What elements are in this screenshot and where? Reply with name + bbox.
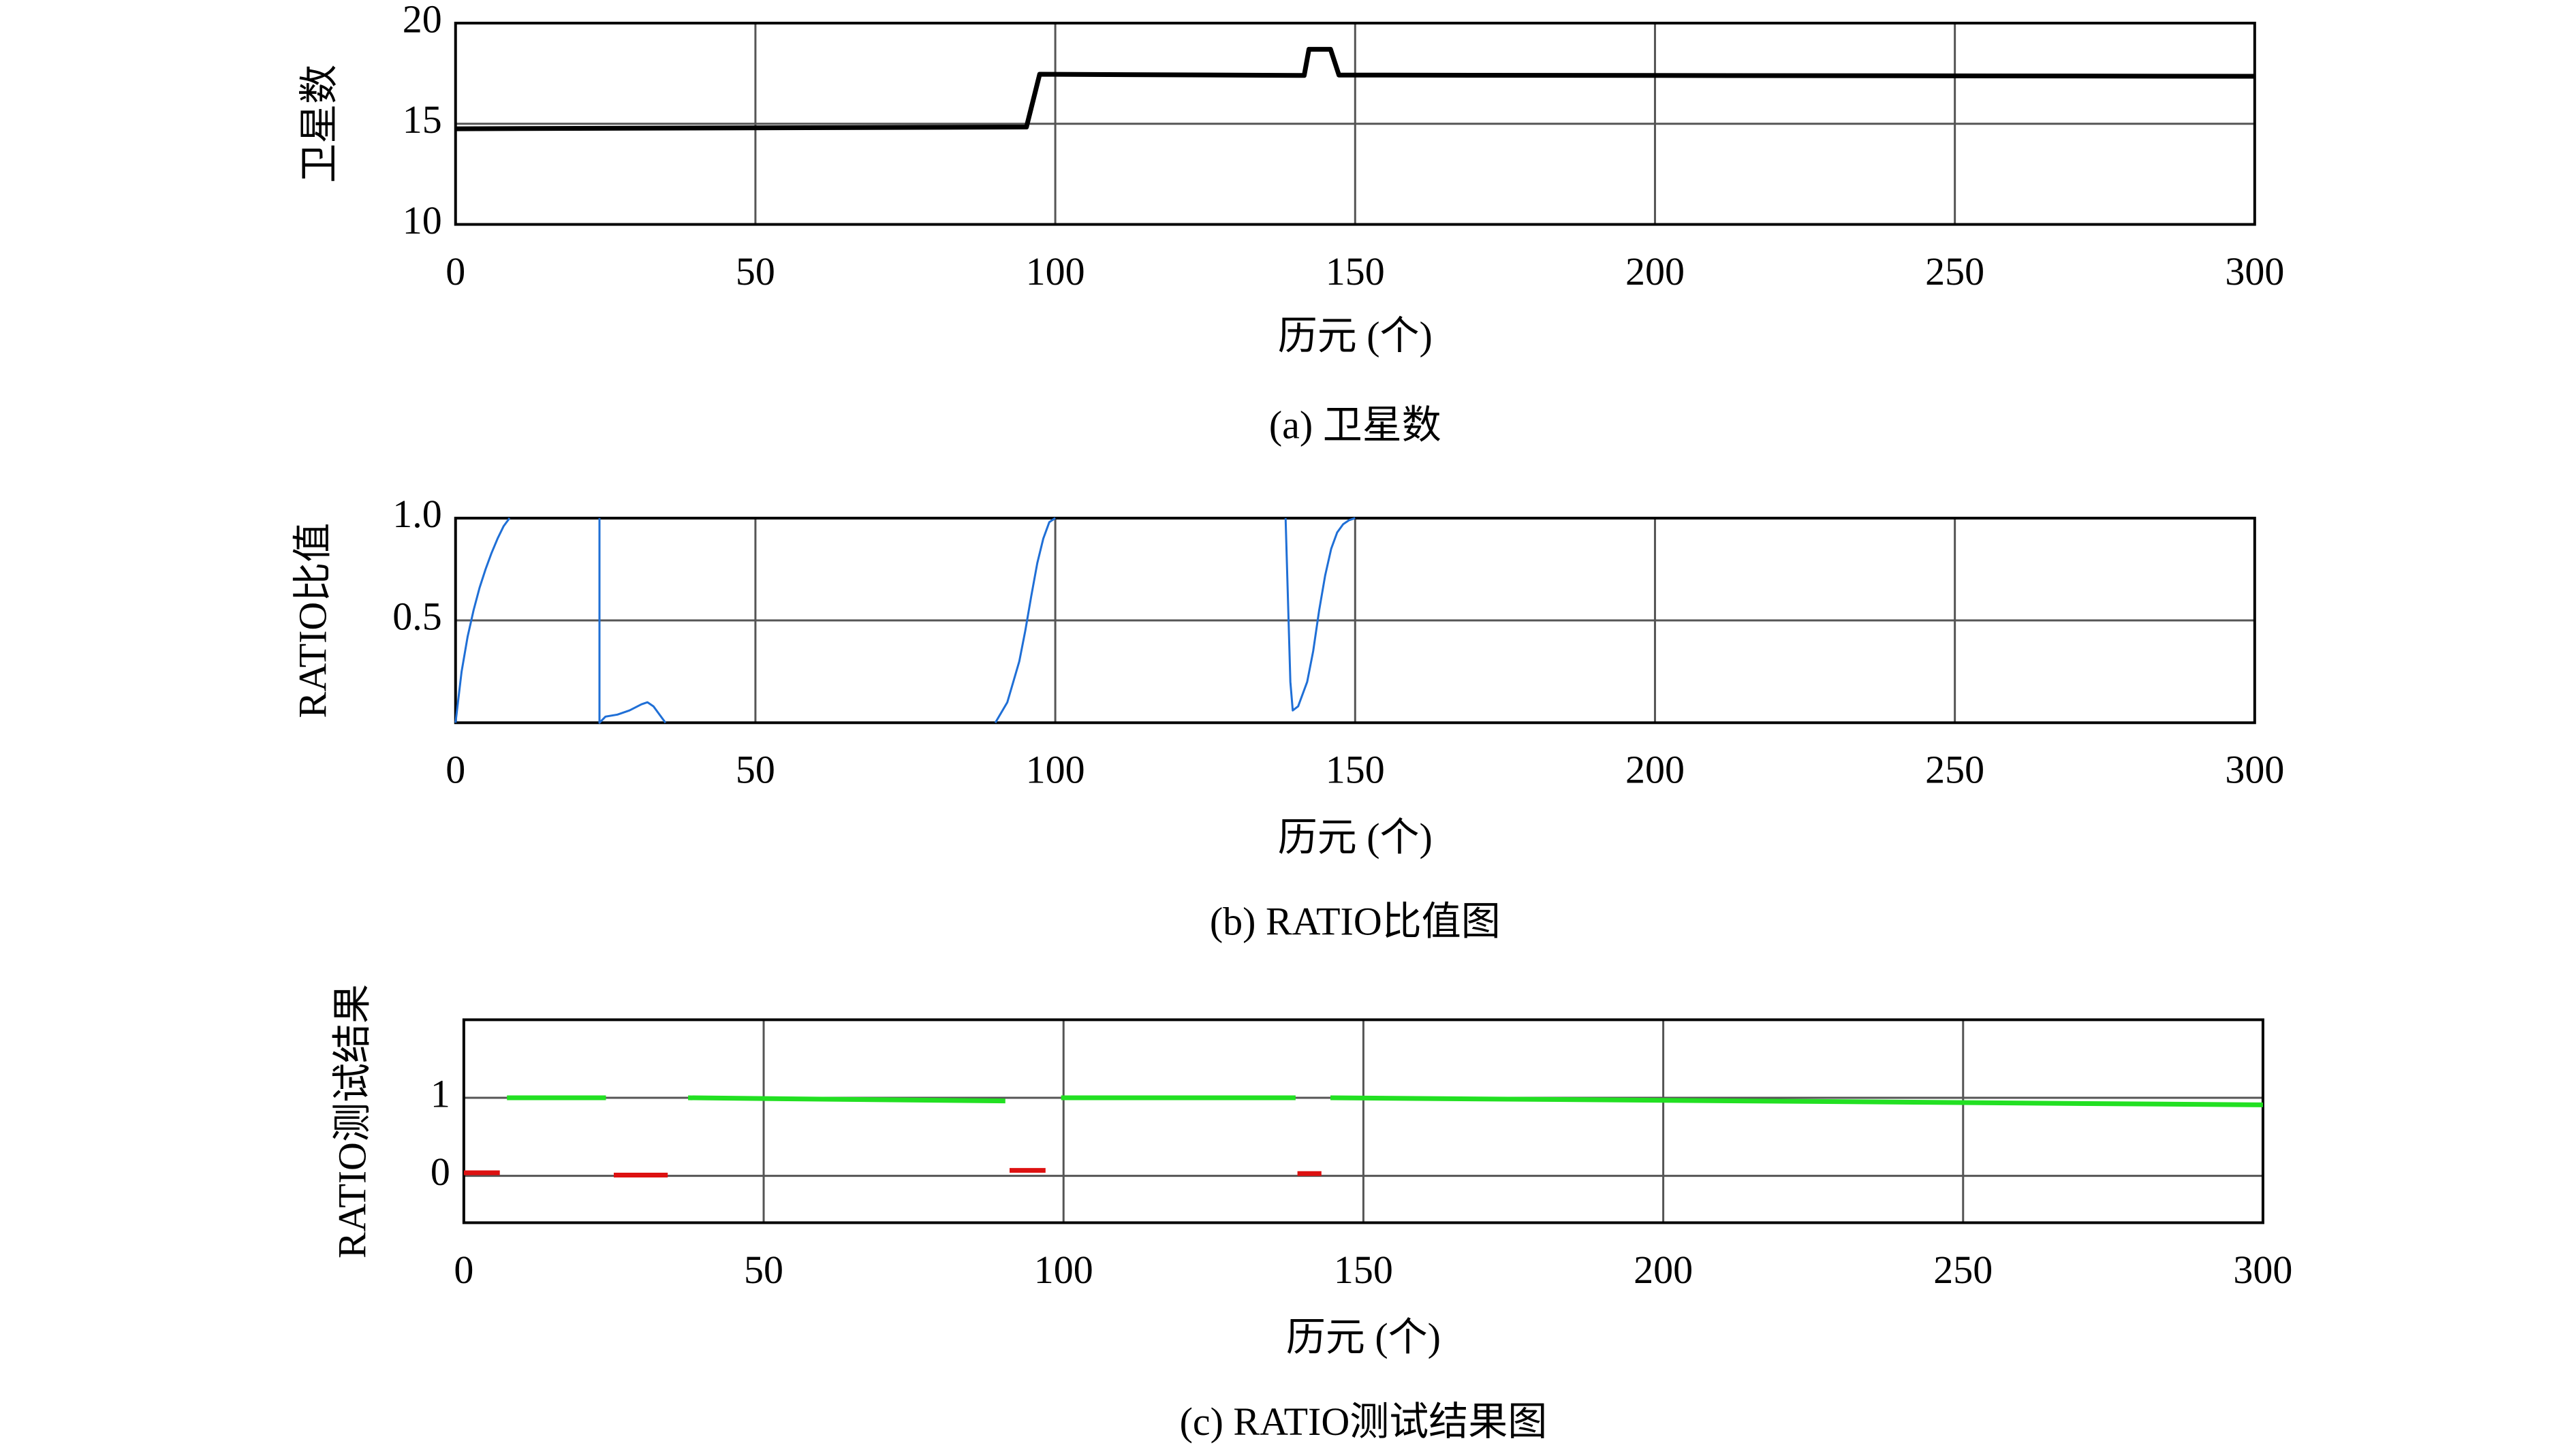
x-tick-label: 250 xyxy=(1925,748,1984,792)
y-tick-label: 0.5 xyxy=(392,594,442,638)
y-axis-label: RATIO测试结果 xyxy=(330,984,375,1259)
y-axis-label: 卫星数 xyxy=(297,65,341,183)
x-tick-label: 50 xyxy=(736,249,775,294)
y-tick-label: 1.0 xyxy=(392,492,442,536)
x-tick-label: 250 xyxy=(1933,1248,1993,1292)
x-axis-label: 历元 (个) xyxy=(1286,1315,1441,1359)
y-tick-label: 15 xyxy=(403,97,442,142)
caption: (b) RATIO比值图 xyxy=(1210,900,1501,944)
data-line xyxy=(507,1095,2263,1107)
x-tick-label: 200 xyxy=(1625,748,1685,792)
plot-frame xyxy=(462,1018,2264,1224)
x-tick-label: 100 xyxy=(1034,1248,1093,1292)
x-tick-label: 50 xyxy=(744,1248,783,1292)
plot-frame xyxy=(454,21,2256,226)
x-tick-label: 300 xyxy=(2225,249,2284,294)
y-axis-label: RATIO比值 xyxy=(291,523,335,718)
data-line xyxy=(454,517,1356,724)
caption: (a) 卫星数 xyxy=(1269,402,1441,447)
x-tick-label: 100 xyxy=(1026,249,1085,294)
x-tick-label: 0 xyxy=(454,1248,473,1292)
x-axis-label: 历元 (个) xyxy=(1278,313,1433,358)
data-line xyxy=(455,46,2255,131)
x-axis-label: 历元 (个) xyxy=(1278,815,1433,859)
x-tick-label: 300 xyxy=(2225,748,2284,792)
x-tick-label: 200 xyxy=(1634,1248,1693,1292)
x-tick-label: 150 xyxy=(1334,1248,1393,1292)
x-tick-label: 300 xyxy=(2233,1248,2292,1292)
y-tick-label: 20 xyxy=(403,0,442,41)
data-line xyxy=(463,1168,1322,1177)
x-tick-label: 150 xyxy=(1326,748,1385,792)
x-tick-label: 0 xyxy=(446,748,465,792)
y-tick-label: 1 xyxy=(431,1071,450,1115)
x-tick-label: 100 xyxy=(1026,748,1085,792)
y-tick-label: 0 xyxy=(431,1150,450,1194)
x-tick-label: 150 xyxy=(1326,249,1385,294)
x-tick-label: 200 xyxy=(1625,249,1685,294)
x-tick-label: 0 xyxy=(446,249,465,294)
x-tick-label: 50 xyxy=(736,748,775,792)
x-tick-label: 250 xyxy=(1925,249,1984,294)
caption: (c) RATIO测试结果图 xyxy=(1180,1399,1548,1444)
y-tick-label: 10 xyxy=(403,198,442,242)
